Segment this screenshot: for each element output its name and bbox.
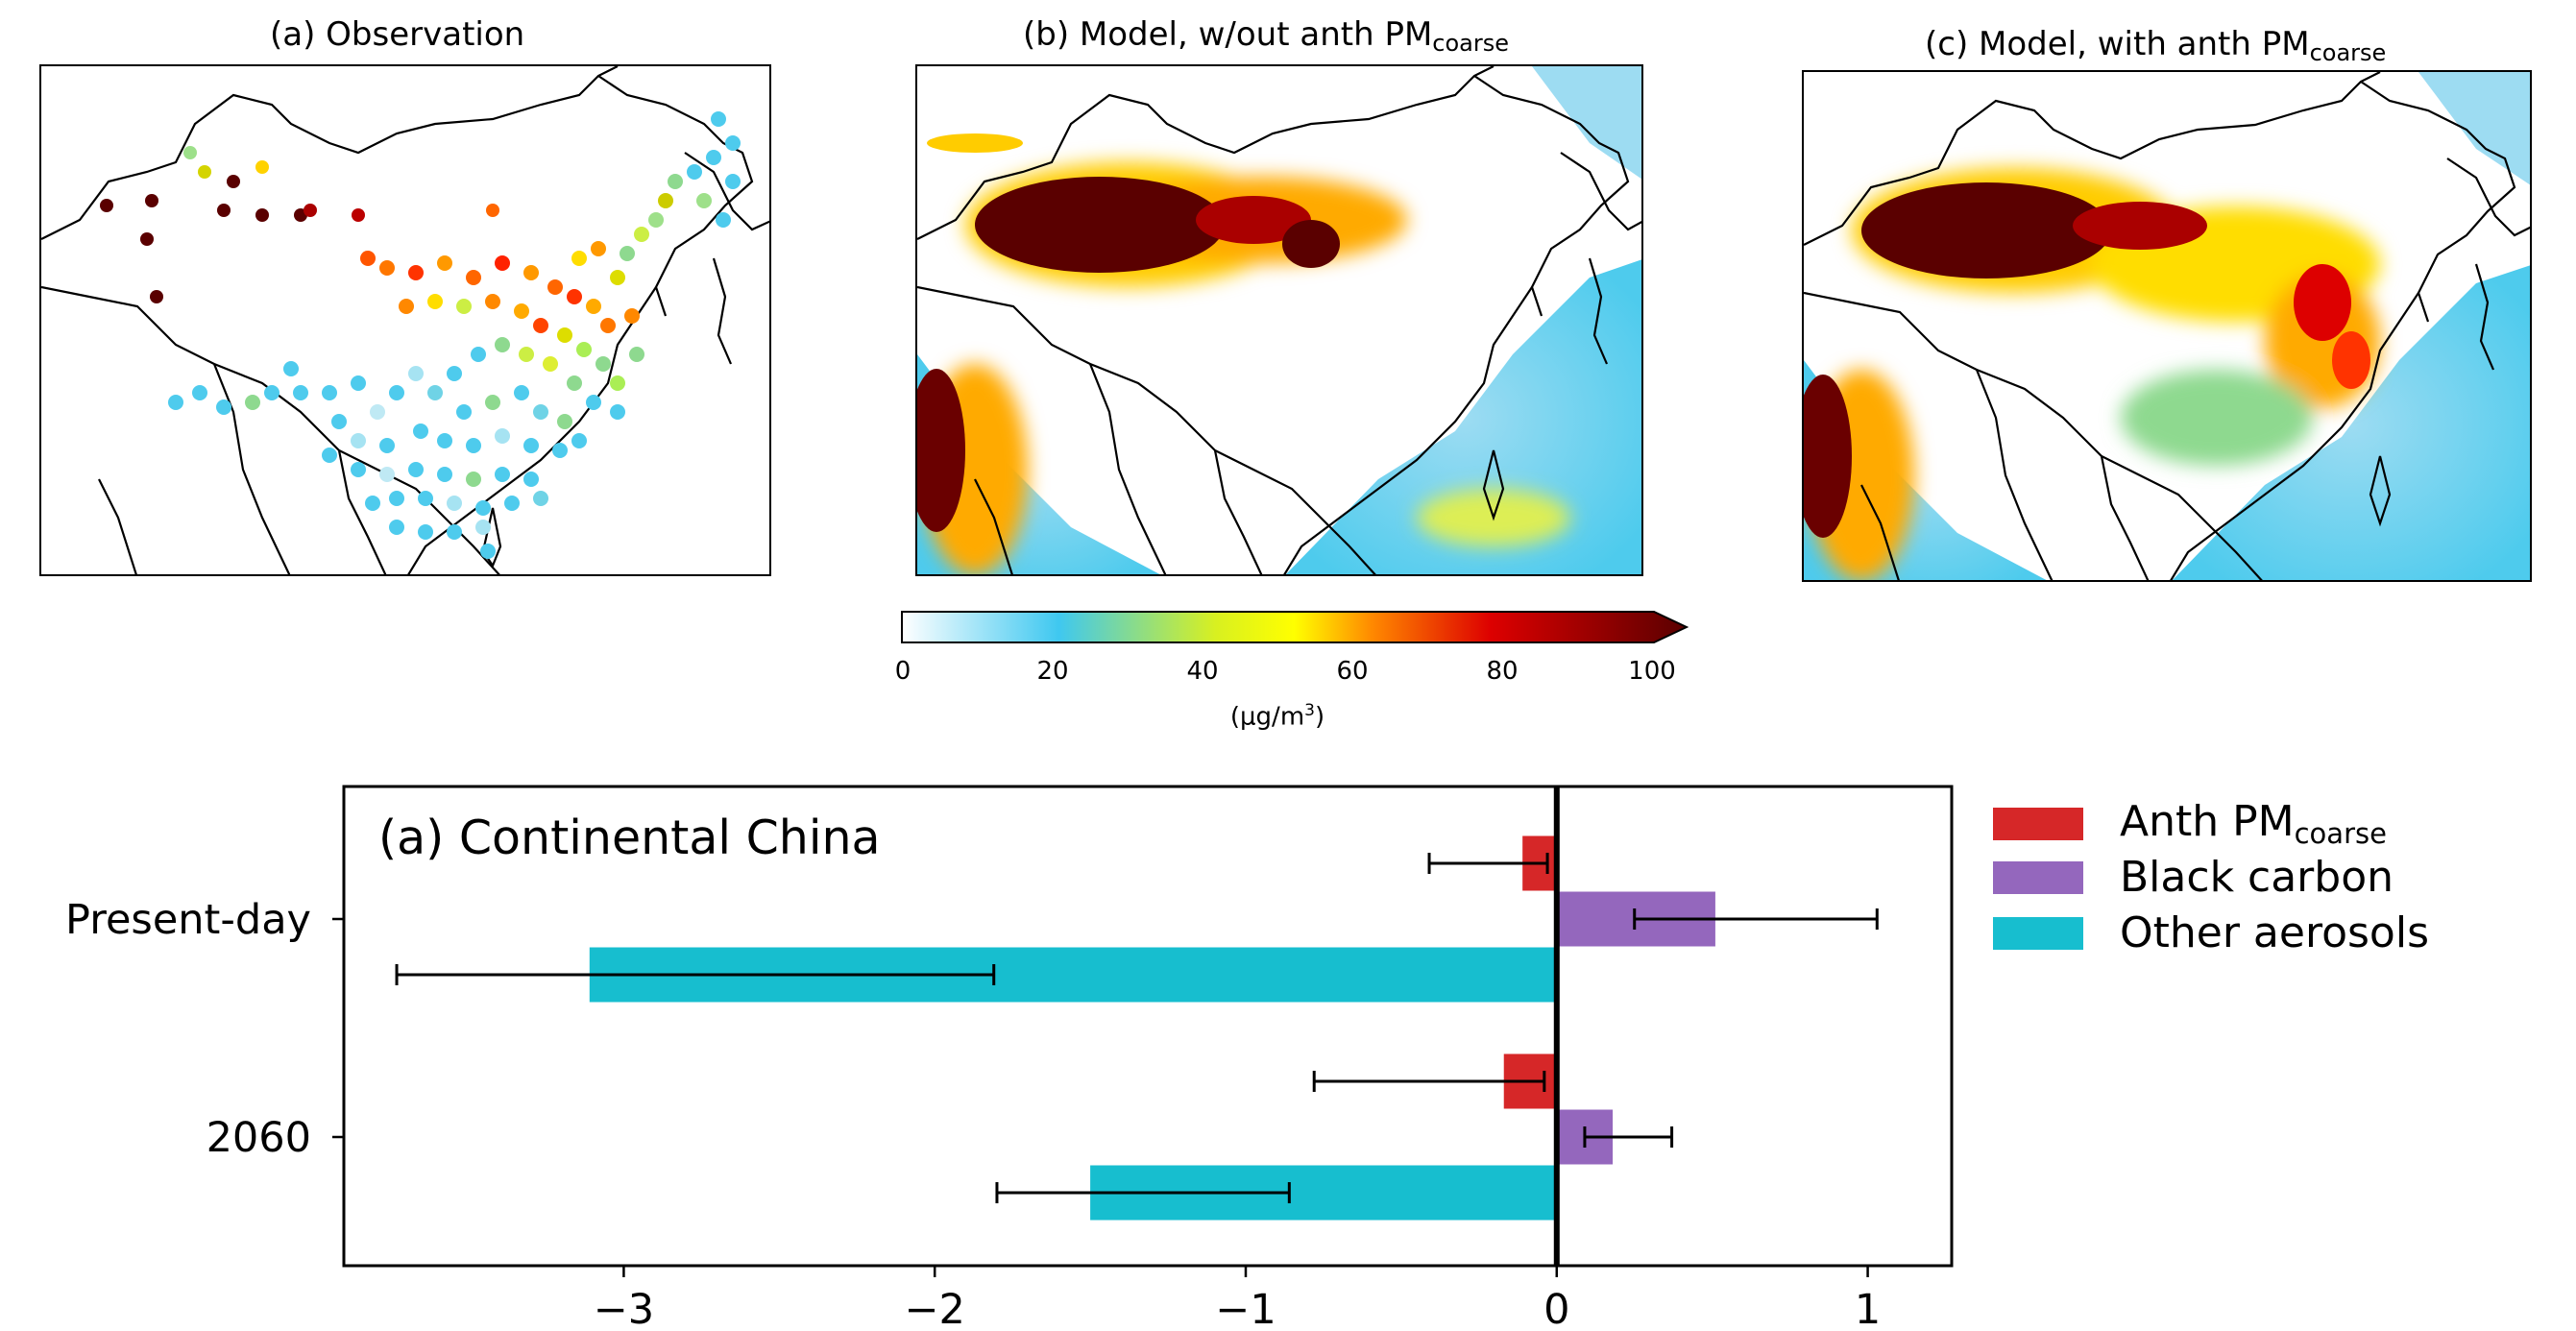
legend-label-other: Other aerosols [2120,908,2429,957]
x-tick-label: −1 [1215,1286,1276,1331]
country-borders [1804,72,2530,580]
x-tick-label: −3 [594,1286,654,1331]
x-tick-label: −2 [905,1286,965,1331]
country-borders [917,66,1641,574]
observation-map [39,64,771,576]
model-with-map-svg [1804,72,2530,580]
legend-label-bc: Black carbon [2120,853,2394,902]
colorbar-tick-label: 40 [1186,657,1219,686]
colorbar-tick-label: 20 [1036,657,1069,686]
legend-swatch-other [1993,916,2083,950]
legend-swatch-bc [1993,860,2083,894]
plot-frame [342,785,1954,1268]
legend-swatch-anth [1993,807,2083,840]
panel-c-title: (c) Model, with anth PMcoarse [1925,25,2387,66]
chart-title: (a) Continental China [378,811,881,865]
y-tick-label: Present-day [65,896,311,944]
panel-a-title: (a) Observation [270,15,525,54]
colorbar-tick-label: 60 [1336,657,1369,686]
observation-map-svg [41,66,769,574]
colorbar [901,611,1689,643]
x-tick-label: 1 [1855,1286,1881,1331]
legend-item-anth-pmcoarse: Anth PMcoarse [1993,797,2387,850]
colorbar-tick-label: 0 [894,657,911,686]
colorbar-tick-label: 80 [1486,657,1519,686]
colorbar-unit: (μg/m3) [1229,701,1325,732]
legend-label-anth: Anth PM [2120,797,2295,846]
station-points [100,111,741,559]
model-without-map [915,64,1643,576]
model-without-map-svg [917,66,1641,574]
panel-b-title: (b) Model, w/out anth PMcoarse [1023,15,1510,57]
colorbar-tick-label: 100 [1628,657,1676,686]
bar-chart: Present-day 2060 −3 −2 −1 0 1 (a) Continental C… [65,785,1954,1331]
legend-item-other-aerosols: Other aerosols [1993,908,2429,957]
legend-item-black-carbon: Black carbon [1993,853,2394,902]
model-with-map [1802,70,2532,582]
y-tick-label: 2060 [207,1114,311,1162]
x-tick-label: 0 [1543,1286,1569,1331]
country-borders [41,66,769,574]
